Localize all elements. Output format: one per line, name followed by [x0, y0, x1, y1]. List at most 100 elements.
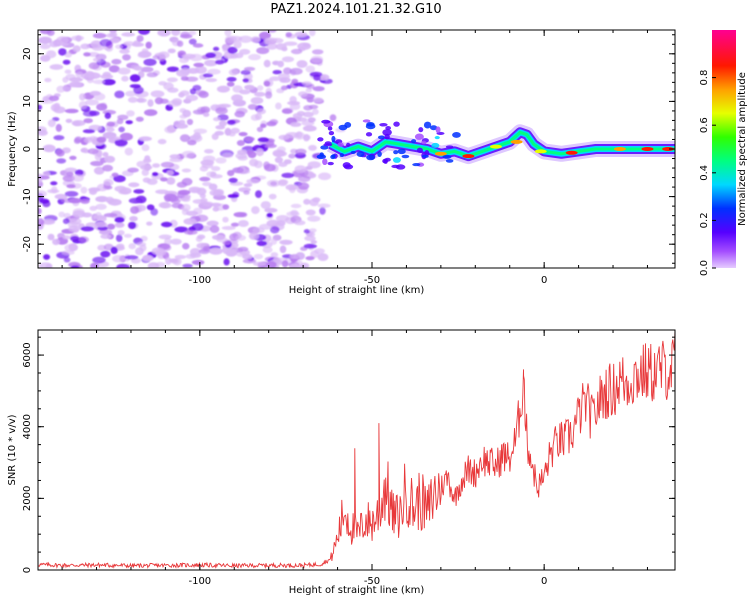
- noise-blob: [266, 212, 273, 218]
- noise-blob: [189, 88, 197, 95]
- noise-blob: [102, 71, 112, 77]
- noise-blob: [253, 261, 267, 267]
- noise-blob: [176, 181, 188, 188]
- noise-blob: [38, 126, 47, 133]
- noise-blob: [281, 260, 289, 268]
- noise-blob: [39, 43, 51, 50]
- noise-blob: [193, 128, 208, 134]
- noise-blob: [160, 221, 173, 228]
- noise-blob: [118, 126, 125, 133]
- ridge-feature: [412, 163, 421, 167]
- noise-blob: [310, 55, 324, 64]
- noise-blob: [264, 143, 277, 149]
- snr-series-line: [38, 330, 675, 569]
- noise-blob: [141, 144, 150, 152]
- noise-blob: [312, 86, 325, 92]
- noise-blob: [97, 226, 108, 231]
- noise-blob: [209, 225, 220, 234]
- ridge-feature: [414, 133, 424, 140]
- noise-blob: [281, 172, 295, 178]
- noise-blob: [73, 138, 81, 144]
- noise-blob: [167, 48, 176, 54]
- noise-blob: [155, 189, 169, 195]
- noise-blob: [257, 85, 264, 91]
- noise-blob: [158, 234, 172, 240]
- noise-blob: [224, 128, 232, 136]
- y-axis-label: SNR (10 * v/v): [7, 414, 18, 485]
- noise-blob: [111, 58, 122, 65]
- noise-blob: [138, 30, 150, 35]
- noise-blob: [296, 60, 308, 68]
- noise-blob: [38, 190, 47, 198]
- noise-blob: [180, 34, 193, 39]
- noise-blob: [312, 108, 319, 115]
- noise-blob: [179, 108, 187, 113]
- x-tick-label: -50: [364, 275, 380, 286]
- ridge-feature: [377, 151, 382, 157]
- noise-blob: [267, 261, 277, 268]
- x-tick-label: -50: [364, 576, 380, 587]
- noise-blob: [140, 165, 153, 170]
- noise-blob: [68, 243, 78, 252]
- noise-blob: [92, 79, 106, 85]
- ridge-feature: [435, 126, 441, 134]
- x-tick-label: -100: [188, 275, 211, 286]
- noise-blob: [125, 90, 137, 97]
- noise-blob: [257, 137, 270, 143]
- noise-blob: [269, 76, 281, 81]
- noise-blob: [115, 222, 125, 227]
- noise-blob: [187, 67, 200, 74]
- noise-blob: [38, 36, 52, 44]
- ridge-hotspot: [489, 144, 502, 149]
- noise-blob: [303, 229, 311, 234]
- noise-blob: [269, 226, 280, 234]
- noise-blob: [65, 118, 73, 123]
- noise-blob: [312, 197, 321, 203]
- noise-blob: [163, 82, 174, 91]
- noise-blob: [179, 90, 190, 96]
- noise-blob: [72, 45, 81, 53]
- ridge-feature: [339, 153, 344, 158]
- noise-blob: [203, 112, 210, 117]
- noise-blob: [127, 167, 139, 173]
- noise-blob: [144, 109, 158, 116]
- noise-blob: [231, 94, 243, 102]
- noise-blob: [292, 113, 303, 119]
- noise-blob: [185, 94, 198, 102]
- ridge-hotspot: [565, 150, 578, 155]
- noise-blob: [305, 209, 316, 216]
- noise-blob: [124, 255, 139, 260]
- noise-blob: [309, 30, 316, 37]
- noise-blob: [42, 144, 56, 153]
- noise-blob: [79, 93, 86, 101]
- noise-blob: [136, 242, 147, 247]
- noise-blob: [78, 101, 88, 110]
- noise-blobs: [38, 30, 346, 268]
- noise-blob: [106, 121, 116, 127]
- ridge-hotspot: [662, 147, 675, 151]
- noise-blob: [171, 203, 183, 209]
- noise-blob: [94, 212, 102, 220]
- ridge-feature: [416, 147, 423, 153]
- noise-blob: [104, 155, 116, 163]
- noise-blob: [160, 177, 168, 182]
- noise-blob: [205, 52, 217, 59]
- noise-blob: [244, 84, 255, 90]
- noise-blob: [44, 77, 52, 83]
- noise-blob: [318, 172, 332, 181]
- noise-blob: [152, 172, 159, 177]
- ridge-feature: [421, 140, 427, 145]
- noise-blob: [96, 103, 108, 111]
- noise-blob: [133, 189, 145, 194]
- noise-blob: [94, 153, 102, 161]
- noise-blob: [146, 221, 153, 226]
- noise-blob: [193, 62, 205, 68]
- noise-blob: [215, 59, 225, 65]
- noise-blob: [275, 102, 282, 110]
- noise-blob: [226, 76, 237, 82]
- noise-blob: [297, 182, 310, 190]
- noise-blob: [270, 238, 277, 245]
- noise-blob: [82, 110, 97, 117]
- ridge-hotspot: [641, 147, 654, 151]
- noise-blob: [225, 249, 238, 257]
